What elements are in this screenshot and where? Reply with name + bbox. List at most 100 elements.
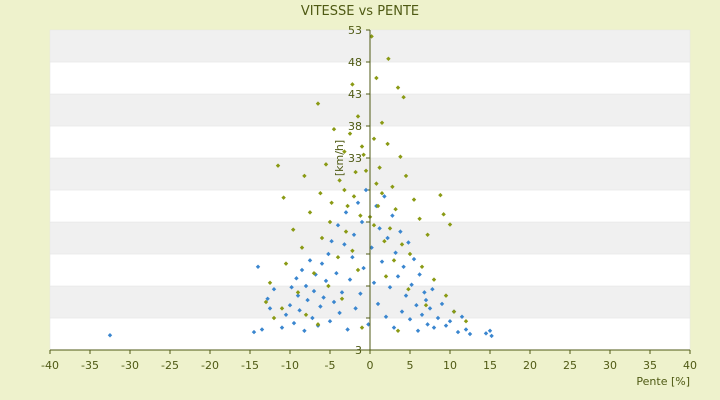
olive-data-point — [307, 210, 313, 215]
blue-data-point — [311, 288, 317, 294]
data-points — [107, 34, 494, 339]
blue-data-point — [487, 328, 493, 334]
blue-data-point — [265, 296, 270, 302]
olive-data-point — [390, 184, 395, 190]
y-tick-label: 53 — [348, 24, 362, 37]
olive-data-point — [263, 299, 269, 305]
blue-data-point — [319, 261, 325, 266]
blue-data-point — [439, 301, 445, 307]
x-tick-label: -10 — [281, 359, 299, 372]
blue-data-point — [419, 312, 425, 318]
olive-data-point — [441, 212, 446, 217]
olive-data-point — [417, 216, 422, 222]
blue-data-point — [406, 240, 411, 245]
x-tick-label: -35 — [81, 359, 99, 372]
x-tick-label: 0 — [367, 359, 374, 372]
blue-data-point — [409, 282, 414, 287]
x-tick-label: 20 — [523, 359, 537, 372]
blue-data-point — [294, 276, 299, 281]
blue-data-point — [353, 306, 358, 311]
olive-data-point — [398, 154, 403, 159]
blue-data-point — [335, 222, 341, 228]
olive-data-point — [387, 226, 393, 231]
olive-data-point — [299, 245, 305, 250]
blue-data-point — [326, 251, 331, 257]
blue-data-point — [390, 213, 395, 218]
olive-data-point — [395, 85, 401, 90]
blue-data-point — [425, 322, 430, 327]
blue-data-point — [427, 306, 433, 311]
olive-data-point — [375, 203, 381, 209]
olive-data-point — [295, 290, 301, 295]
blue-data-point — [334, 270, 339, 276]
blue-data-point — [377, 226, 382, 231]
blue-data-point — [359, 219, 365, 225]
olive-data-point — [361, 152, 366, 158]
olive-data-point — [411, 197, 417, 202]
blue-data-point — [350, 254, 355, 260]
blue-data-point — [411, 256, 417, 262]
olive-data-point — [451, 309, 457, 314]
blue-data-point — [329, 238, 334, 244]
x-tick-label: 35 — [643, 359, 657, 372]
x-tick-label: 40 — [683, 359, 697, 372]
blue-data-point — [271, 286, 277, 292]
olive-data-point — [358, 213, 363, 218]
blue-data-point — [385, 235, 390, 241]
blue-data-point — [382, 194, 387, 199]
blue-data-point — [342, 242, 347, 247]
olive-data-point — [302, 173, 307, 179]
olive-data-point — [401, 94, 406, 100]
olive-data-point — [290, 227, 296, 232]
olive-data-point — [351, 194, 357, 199]
x-tick-label: 5 — [407, 359, 414, 372]
olive-data-point — [342, 187, 347, 193]
blue-data-point — [422, 290, 427, 295]
blue-data-point — [431, 325, 437, 330]
olive-data-point — [447, 222, 453, 227]
blue-data-point — [361, 265, 366, 271]
olive-data-point — [395, 328, 401, 334]
olive-data-point — [315, 101, 321, 106]
blue-data-point — [414, 302, 419, 308]
olive-data-point — [331, 126, 337, 132]
x-axis-ticks: -40 -35 -30 -25 -20 -15 -10 -5 0 5 10 15 20 25 30 35 40 — [41, 350, 697, 372]
olive-data-point — [345, 203, 350, 209]
blue-data-point — [417, 272, 422, 277]
blue-data-point — [331, 299, 337, 305]
olive-data-point — [386, 56, 391, 62]
olive-data-point — [283, 261, 289, 266]
x-tick-label: -25 — [161, 359, 179, 372]
blue-data-point — [435, 315, 441, 321]
blue-data-point — [391, 325, 397, 330]
blue-data-point — [251, 329, 257, 335]
blue-data-point — [318, 304, 323, 309]
blue-data-point — [283, 312, 289, 318]
blue-data-point — [379, 259, 385, 264]
blue-data-point — [343, 210, 349, 215]
olive-data-point — [323, 162, 329, 167]
blue-data-point — [297, 308, 302, 313]
olive-data-point — [399, 242, 405, 247]
y-tick-label: 33 — [348, 152, 362, 165]
blue-data-point — [455, 329, 461, 335]
blue-data-point — [415, 328, 421, 334]
x-tick-label: 10 — [443, 359, 457, 372]
blue-data-point — [351, 232, 357, 238]
x-tick-label: 15 — [483, 359, 497, 372]
olive-data-point — [355, 114, 361, 119]
blue-data-point — [371, 280, 377, 286]
olive-data-point — [423, 302, 429, 308]
x-tick-label: 25 — [563, 359, 577, 372]
blue-data-point — [443, 323, 449, 328]
olive-data-point — [393, 206, 398, 212]
chart-title: VITESSE vs PENTE — [301, 4, 419, 19]
olive-data-point — [271, 315, 277, 321]
olive-data-point — [379, 120, 385, 126]
olive-data-point — [374, 181, 379, 186]
olive-data-point — [339, 296, 345, 302]
olive-data-point — [425, 232, 430, 238]
olive-data-point — [350, 82, 355, 87]
olive-data-point — [374, 75, 379, 81]
